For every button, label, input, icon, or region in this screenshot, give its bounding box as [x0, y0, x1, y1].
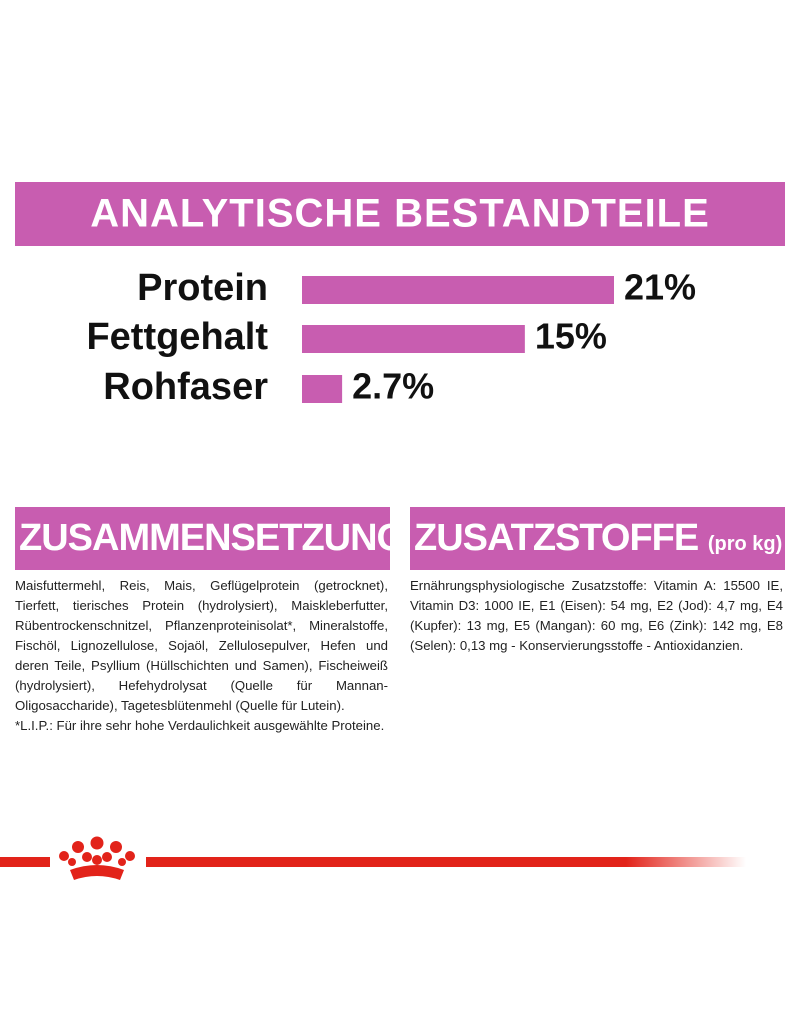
value-label: 15%	[535, 316, 607, 357]
additives-header: ZUSATZSTOFFE (pro kg)	[410, 507, 785, 570]
composition: ZUSAMMENSETZUNG Maisfuttermehl, Reis, Ma…	[15, 507, 390, 736]
category-label: Fettgehalt	[86, 316, 268, 358]
bar	[302, 325, 525, 353]
additives-unit: (pro kg)	[707, 533, 783, 555]
composition-text: Maisfuttermehl, Reis, Mais, Geflügelprot…	[15, 576, 390, 736]
paragraph: *L.I.P.: Für ihre sehr hohe Verdaulichke…	[15, 718, 385, 733]
composition-title: ZUSAMMENSETZUNG	[15, 507, 390, 570]
additives-title: ZUSATZSTOFFE	[414, 517, 699, 559]
rule	[0, 857, 50, 867]
logo	[0, 836, 746, 880]
category-label: Rohfaser	[103, 366, 268, 408]
bar	[302, 276, 614, 304]
paragraph: Ernährungsphysiologische Zusatzstoffe: V…	[410, 578, 783, 653]
rule	[146, 857, 746, 867]
bar	[302, 375, 343, 403]
additives-text: Ernährungsphysiologische Zusatzstoffe: V…	[410, 576, 785, 656]
paragraph: Maisfuttermehl, Reis, Mais, Geflügelprot…	[15, 578, 388, 713]
value-label: 2.7%	[352, 366, 434, 407]
value-label: 21%	[624, 267, 696, 308]
chart-title: ANALYTISCHE BESTANDTEILE	[90, 192, 710, 236]
category-label: Protein	[137, 267, 268, 309]
chart: ANALYTISCHE BESTANDTEILE Protein 21% Fettg…	[15, 182, 785, 408]
title-band	[15, 182, 785, 246]
additives: ZUSATZSTOFFE (pro kg) Ernährungsphysiolo…	[410, 507, 785, 656]
crown	[59, 836, 135, 880]
